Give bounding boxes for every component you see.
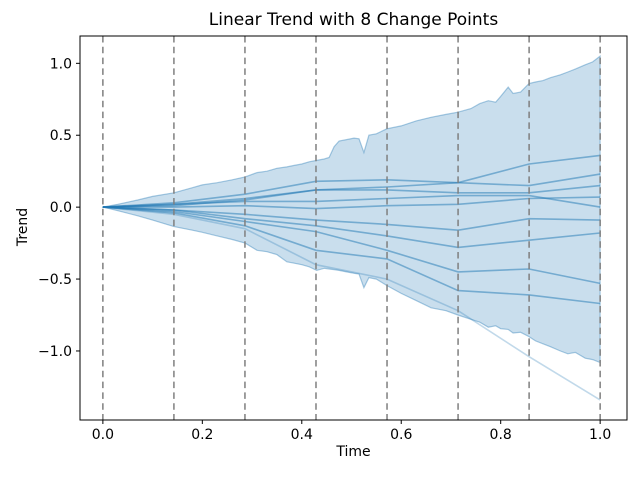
trend-sample-9-line [102, 206, 601, 305]
y-axis-label: Trend [15, 207, 31, 247]
x-tick-label: 0.0 [92, 427, 114, 443]
trend-sample-4-line [102, 194, 601, 208]
trend-sample-10-line [102, 206, 601, 401]
y-tick-label: 0.0 [50, 200, 72, 216]
y-tick-label: −1.0 [38, 344, 72, 360]
trend-sample-2-line [102, 173, 601, 208]
x-tick-label: 0.6 [390, 427, 412, 443]
trend-sample-5-line [102, 196, 601, 210]
trend-sample-8-line [102, 206, 601, 285]
x-tick-label: 0.2 [191, 427, 213, 443]
x-tick-label: 0.4 [291, 427, 313, 443]
x-axis-label: Time [336, 444, 371, 460]
chart-title: Linear Trend with 8 Change Points [208, 10, 499, 30]
uncertainty-band [101, 54, 601, 364]
x-tick-label: 1.0 [589, 427, 611, 443]
y-tick-label: 1.0 [50, 56, 72, 72]
x-tick-label: 0.8 [490, 427, 512, 443]
axes-spines [79, 35, 628, 421]
y-tick-label: 0.5 [50, 128, 72, 144]
trend-sample-3-line [102, 184, 601, 208]
y-tick-label: −0.5 [38, 272, 72, 288]
trend-sample-7-line [102, 206, 601, 249]
